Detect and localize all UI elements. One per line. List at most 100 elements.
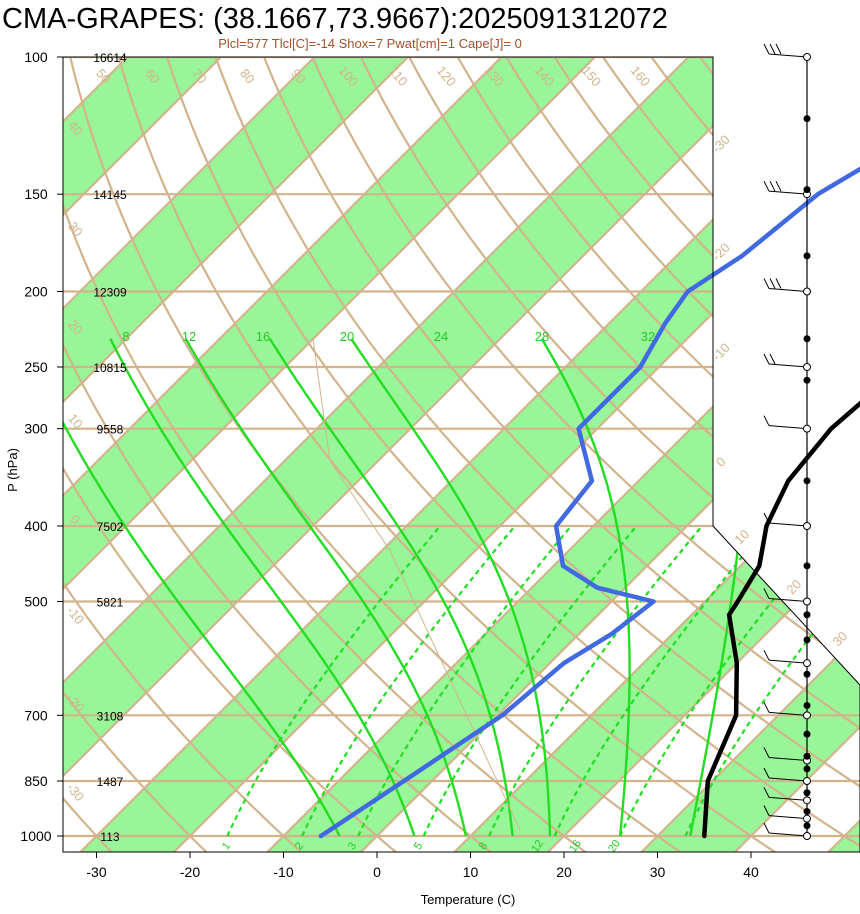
wind-level-dot <box>803 115 811 123</box>
pressure-tick-label: 700 <box>24 707 48 723</box>
wind-barb-shaft <box>768 659 808 664</box>
pressure-tick-label: 1000 <box>20 828 51 844</box>
wind-station-circle <box>803 814 811 823</box>
mixing-ratio-line <box>226 525 442 837</box>
moist-adiabat <box>540 338 631 837</box>
dry-adiabat <box>67 57 682 852</box>
mixing-ratio-label: 20 <box>606 838 623 855</box>
dry-adiabat <box>63 57 587 852</box>
pressure-tick-label: 150 <box>24 186 48 202</box>
chart-title: CMA-GRAPES: (38.1667,73.9667):2025091312… <box>2 3 668 35</box>
isotherm-line <box>640 57 860 852</box>
isotherm-left-label: -30 <box>64 780 88 804</box>
wind-level-dot <box>803 611 811 619</box>
mixing-ratio-label: 5 <box>412 840 425 852</box>
wind-station-circle <box>803 796 811 805</box>
mixing-ratio-label: 12 <box>529 838 546 855</box>
wind-barb-feather <box>763 512 770 524</box>
profile-line <box>318 166 860 839</box>
wind-barb-feather <box>763 649 770 661</box>
wind-level-dot <box>803 789 811 797</box>
wind-barb-feather <box>763 278 770 289</box>
mixing-ratio-line <box>422 525 638 837</box>
moist-adiabat-label: 8 <box>122 329 129 344</box>
wind-barb-shaft <box>768 796 808 801</box>
isotherm-label: -10 <box>709 340 733 364</box>
wind-barb-feather <box>775 278 782 289</box>
dry-adiabat <box>404 57 860 852</box>
isotherm-line <box>547 57 860 852</box>
height-label: 16614 <box>93 51 127 65</box>
wind-level-dot <box>803 670 811 678</box>
wind-barb-shaft <box>768 711 808 716</box>
wind-station-circle <box>803 362 811 371</box>
isotherm-left-label: -10 <box>64 603 88 627</box>
pressure-tick-label: 200 <box>24 284 48 300</box>
wind-barbs <box>763 43 811 840</box>
dry-adiabat <box>63 57 398 852</box>
x-tick-label: 10 <box>463 864 479 880</box>
wind-barb-shaft <box>768 425 808 430</box>
isotherm-band <box>63 57 408 852</box>
wind-barb-feather <box>763 787 770 798</box>
wind-barb-shaft <box>768 53 808 58</box>
dry-adiabat <box>63 57 492 852</box>
wind-barb-feather <box>763 180 770 192</box>
wind-barb-shaft <box>768 777 808 782</box>
wind-station-circle <box>803 522 811 531</box>
wind-level-dot <box>803 807 811 815</box>
wind-level-dot <box>803 252 811 260</box>
x-tick-label: -30 <box>86 864 106 880</box>
dry-adiabat <box>452 57 860 852</box>
isotherm-line <box>63 57 596 852</box>
wind-level-dot <box>803 376 811 384</box>
pressure-tick-label: 100 <box>24 49 48 65</box>
moist-adiabat-label: 28 <box>535 329 549 344</box>
x-tick-label: 20 <box>556 864 572 880</box>
wind-level-dot <box>803 186 811 194</box>
wind-level-dot <box>803 562 811 570</box>
moist-adiabat <box>268 338 514 837</box>
mixing-ratio-label: 8 <box>477 840 490 852</box>
isotherm-band <box>63 57 595 852</box>
parcel-trace-line <box>312 338 521 831</box>
moist-adiabat-label: 20 <box>340 329 354 344</box>
profiles <box>318 166 860 839</box>
wind-barb-feather <box>763 702 770 713</box>
wind-barb-shaft <box>768 597 808 602</box>
mixing-ratio-line <box>553 525 769 837</box>
height-label: 5821 <box>97 595 124 609</box>
isotherm-line <box>63 57 316 852</box>
chart-subtitle: Plcl=577 Tlcl[C]=-14 Shox=7 Pwat[cm]=1 C… <box>218 36 522 51</box>
wind-station-circle <box>803 659 811 668</box>
wind-barb-feather <box>763 353 770 365</box>
wind-barb-shaft <box>768 832 808 837</box>
isotherm-label: 10 <box>731 526 752 547</box>
wind-barb-feather <box>763 805 770 816</box>
mixing-ratio-label: 2 <box>293 840 306 852</box>
height-label: 14145 <box>93 188 127 202</box>
wind-barb-shaft <box>768 288 808 293</box>
x-tick-label: 0 <box>373 864 381 880</box>
height-label: 9558 <box>97 423 124 437</box>
isotherm-label: 0 <box>713 454 729 470</box>
moist-adiabat <box>109 338 416 837</box>
wind-level-dot <box>803 702 811 710</box>
pressure-tick-label: 250 <box>24 359 48 375</box>
pressure-tick-label: 400 <box>24 518 48 534</box>
moist-adiabat <box>184 338 467 837</box>
wind-barb-shaft <box>768 363 808 368</box>
wind-barb-feather <box>763 767 770 779</box>
x-axis-label: Temperature (C) <box>421 892 516 907</box>
wind-station-circle <box>803 287 811 296</box>
wind-level-dot <box>803 636 811 644</box>
wind-barb-feather <box>769 353 776 365</box>
height-label: 3108 <box>97 709 124 723</box>
wind-barb-feather <box>763 415 770 426</box>
wind-station-circle <box>803 53 811 61</box>
wind-level-dot <box>803 765 811 773</box>
wind-level-dot <box>803 752 811 760</box>
height-label: 1487 <box>97 775 124 789</box>
